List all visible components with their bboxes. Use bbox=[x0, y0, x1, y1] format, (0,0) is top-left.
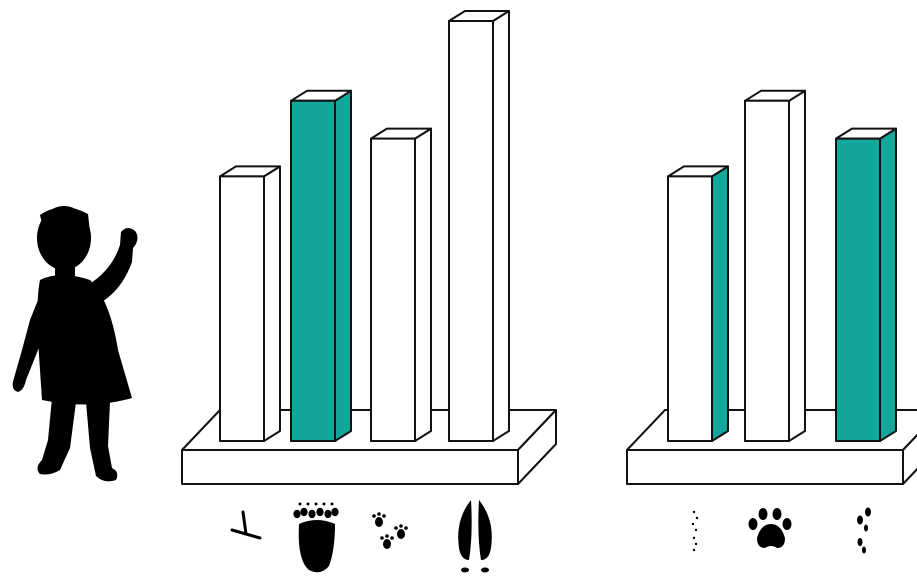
lizard-track-icon bbox=[857, 507, 871, 554]
bar-bear bbox=[290, 89, 352, 443]
bear-paw-track-icon bbox=[293, 502, 339, 573]
child-silhouette-icon bbox=[12, 206, 138, 482]
small-mammal-track-icon bbox=[372, 512, 408, 549]
bar-deer bbox=[448, 10, 510, 442]
deer-hoof-track-icon bbox=[458, 500, 492, 573]
bar-lizard bbox=[835, 127, 897, 442]
bird-track-icon bbox=[230, 510, 262, 540]
bar-bird bbox=[219, 165, 281, 442]
bar-dog bbox=[744, 89, 806, 443]
dog-paw-track-icon bbox=[748, 508, 792, 548]
bar-mouse bbox=[667, 165, 729, 442]
bar-small-mammal bbox=[370, 127, 432, 442]
mouse-track-icon bbox=[691, 510, 699, 552]
